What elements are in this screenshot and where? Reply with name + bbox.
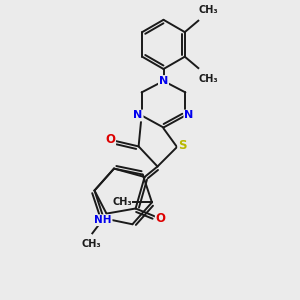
Text: S: S xyxy=(178,139,187,152)
Text: CH₃: CH₃ xyxy=(199,5,218,15)
Text: N: N xyxy=(134,110,142,121)
Text: CH₃: CH₃ xyxy=(199,74,218,83)
Text: NH: NH xyxy=(94,215,112,225)
Text: O: O xyxy=(105,133,115,146)
Text: O: O xyxy=(156,212,166,225)
Text: CH₃: CH₃ xyxy=(82,239,101,249)
Text: CH₃: CH₃ xyxy=(112,197,132,207)
Text: N: N xyxy=(159,76,168,86)
Text: N: N xyxy=(184,110,194,121)
